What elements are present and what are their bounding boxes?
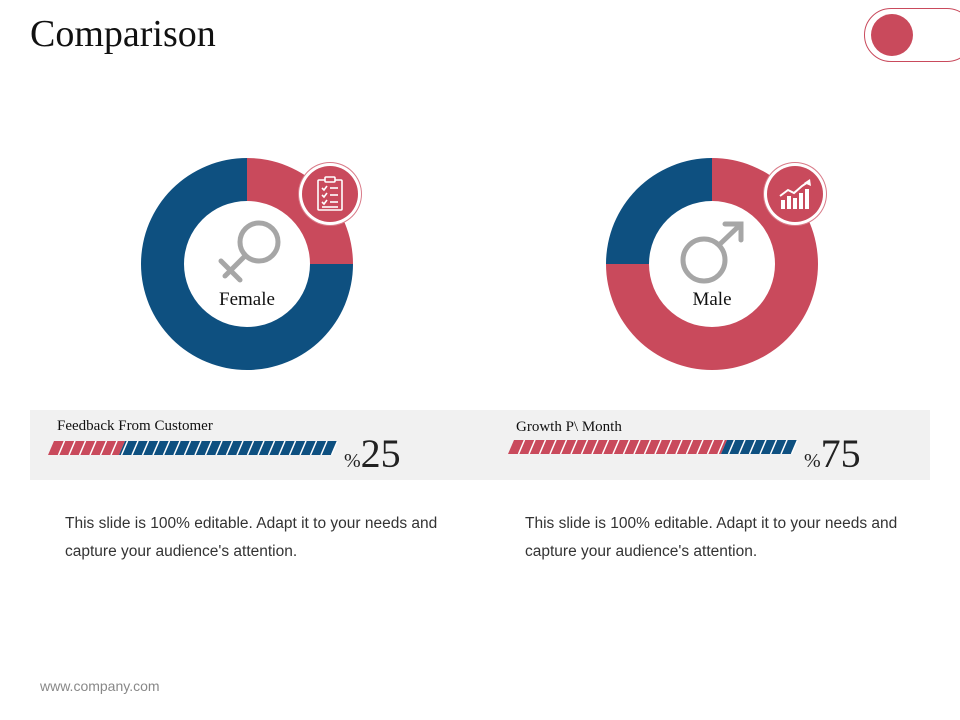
bar-stripe [528, 440, 536, 454]
bar-stripe [120, 441, 129, 455]
bar-stripe [559, 440, 568, 454]
bar-stripe [162, 441, 171, 455]
bar-stripe [601, 440, 610, 454]
bar-stripe [110, 441, 118, 455]
bar-stripe [299, 441, 307, 455]
growth-label: Growth P\ Month [516, 419, 622, 435]
bar-stripe [612, 440, 620, 454]
bar-stripe [204, 441, 213, 455]
bar-stripe [643, 440, 652, 454]
donut-blue-segment [141, 158, 353, 370]
bar-stripe [685, 440, 694, 454]
donut-red-segment [606, 158, 818, 370]
bar-stripe [225, 441, 234, 455]
bar-stripe [748, 440, 757, 454]
female-donut-chart [141, 158, 353, 370]
donut-red-segment [247, 158, 353, 264]
growth-chart-icon [767, 166, 823, 222]
bar-stripe [236, 441, 244, 455]
bar-stripe [267, 441, 276, 455]
bar-stripe [622, 440, 631, 454]
bar-stripe [759, 440, 767, 454]
female-description: This slide is 100% editable. Adapt it to… [65, 515, 438, 560]
growth-progress-bar [508, 440, 798, 454]
male-description: This slide is 100% editable. Adapt it to… [525, 515, 898, 560]
bar-stripe [57, 441, 66, 455]
toggle-knob [871, 14, 913, 56]
bar-stripe [790, 440, 798, 454]
footer-url[interactable]: www.company.com [40, 678, 160, 694]
percent-symbol: % [344, 450, 361, 472]
bar-stripe [320, 441, 328, 455]
bar-stripe [591, 440, 599, 454]
female-symbol-icon [218, 220, 281, 283]
percent-symbol: % [804, 450, 821, 472]
bar-stripe [141, 441, 150, 455]
bar-stripe [78, 441, 87, 455]
bar-stripe [215, 441, 223, 455]
bar-stripe [727, 440, 736, 454]
bar-stripe [68, 441, 76, 455]
bar-stripe [633, 440, 641, 454]
bar-stripe [89, 441, 97, 455]
bar-stripe [738, 440, 746, 454]
growth-percent: %75 [804, 430, 861, 477]
bar-stripe [570, 440, 578, 454]
bar-stripe [183, 441, 192, 455]
bar-stripe [194, 441, 202, 455]
donut-blue-segment [606, 158, 712, 264]
toggle-switch[interactable] [864, 8, 960, 62]
percent-value: 75 [820, 431, 861, 476]
bar-stripe [654, 440, 662, 454]
slide-title: Comparison [30, 13, 216, 55]
bar-stripe [131, 441, 139, 455]
bar-stripe [517, 440, 526, 454]
bar-stripe [580, 440, 589, 454]
bar-stripe [330, 441, 338, 455]
clipboard-checklist-icon [302, 166, 358, 222]
bar-stripe [780, 440, 788, 454]
bar-stripe [549, 440, 557, 454]
bar-stripe [675, 440, 683, 454]
bar-stripe [717, 440, 725, 454]
bar-stripe [538, 440, 547, 454]
bar-stripe [99, 441, 108, 455]
bar-stripe [288, 441, 297, 455]
bar-stripe [696, 440, 704, 454]
bar-stripe [769, 440, 778, 454]
bar-stripe [706, 440, 715, 454]
male-symbol-icon [680, 221, 744, 284]
male-donut-chart [606, 158, 818, 370]
bar-stripe [309, 441, 318, 455]
bar-stripe [257, 441, 265, 455]
bar-stripe [152, 441, 160, 455]
bar-stripe [246, 441, 255, 455]
bar-stripe [173, 441, 181, 455]
bar-stripe [664, 440, 673, 454]
male-label: Male [692, 289, 732, 310]
bar-stripe [278, 441, 286, 455]
feedback-label: Feedback From Customer [57, 418, 213, 434]
percent-value: 25 [360, 431, 401, 476]
feedback-progress-bar [48, 441, 338, 455]
feedback-percent: %25 [344, 430, 401, 477]
female-label: Female [219, 289, 275, 310]
